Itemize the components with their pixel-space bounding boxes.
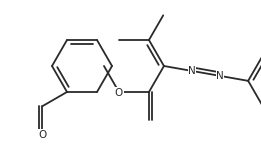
Text: N: N <box>216 71 224 81</box>
Text: O: O <box>38 130 46 140</box>
Text: N: N <box>188 66 196 76</box>
Text: O: O <box>115 88 123 98</box>
